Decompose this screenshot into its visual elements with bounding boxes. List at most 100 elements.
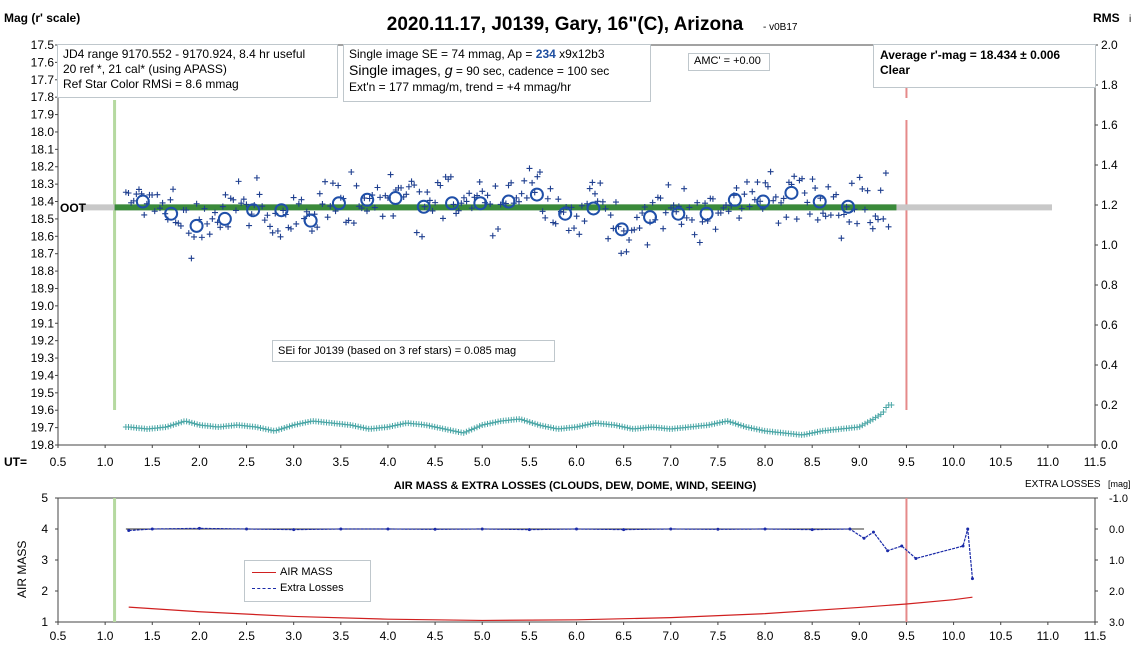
rms-point bbox=[283, 424, 290, 431]
average-marker bbox=[671, 206, 686, 221]
rms-point bbox=[706, 421, 713, 428]
data-point bbox=[799, 175, 806, 182]
x-tick-label: 7.5 bbox=[710, 455, 727, 469]
data-point bbox=[495, 226, 502, 233]
average-marker bbox=[643, 210, 658, 225]
rms-point bbox=[745, 424, 752, 431]
data-point bbox=[335, 182, 342, 189]
x-tick-label: 7.0 bbox=[662, 629, 679, 643]
data-point bbox=[688, 216, 695, 223]
legend-extra-label: Extra Losses bbox=[280, 582, 344, 594]
x-tick-label: 11.0 bbox=[1037, 455, 1060, 469]
data-point bbox=[736, 215, 743, 222]
data-point bbox=[681, 185, 688, 192]
y-tick-label: 17.6 bbox=[31, 55, 55, 69]
data-point bbox=[322, 178, 329, 185]
extra-losses-point bbox=[527, 528, 531, 532]
y-tick-label: 18.1 bbox=[31, 142, 55, 156]
info-left-line-1: JD4 range 9170.552 - 9170.924, 8.4 hr us… bbox=[63, 47, 306, 61]
data-point bbox=[295, 200, 302, 207]
sei-text: SEi for J0139 (based on 3 ref stars) = 0… bbox=[278, 345, 517, 357]
y-tick-label: 19.6 bbox=[31, 403, 55, 417]
x-tick-label: 3.0 bbox=[285, 455, 302, 469]
data-point bbox=[547, 185, 554, 192]
rms-point bbox=[175, 420, 182, 427]
data-point bbox=[437, 182, 444, 189]
data-point bbox=[374, 184, 381, 191]
x-tick-label: 5.0 bbox=[474, 455, 491, 469]
data-point bbox=[264, 212, 271, 219]
info-box-left: JD4 range 9170.552 - 9170.924, 8.4 hr us… bbox=[57, 44, 338, 98]
rms-point bbox=[397, 421, 404, 428]
extra-losses-point bbox=[900, 544, 904, 548]
data-point bbox=[316, 190, 323, 197]
rms-point bbox=[355, 423, 362, 430]
data-point bbox=[432, 199, 439, 206]
data-point bbox=[439, 215, 446, 222]
rms-point bbox=[867, 417, 874, 424]
info-mid-1c: x9x12b3 bbox=[555, 47, 605, 61]
average-marker bbox=[699, 206, 714, 221]
data-point bbox=[573, 213, 580, 220]
rms-point bbox=[466, 427, 473, 434]
y-tick-label: 18.2 bbox=[31, 160, 55, 174]
y2-tick-label: 2.0 bbox=[1101, 38, 1118, 52]
data-point bbox=[662, 209, 669, 216]
data-point bbox=[523, 194, 530, 201]
data-point bbox=[872, 213, 879, 220]
extra-losses-point bbox=[669, 527, 673, 531]
rms-point bbox=[579, 422, 586, 429]
data-point bbox=[424, 189, 431, 196]
data-point bbox=[738, 205, 745, 212]
x-tick-label: 8.0 bbox=[757, 455, 774, 469]
rms-point bbox=[289, 422, 296, 429]
data-point bbox=[877, 187, 884, 194]
y-tick-label: 18.9 bbox=[31, 281, 55, 295]
x-tick-label: 2.5 bbox=[238, 455, 255, 469]
data-point bbox=[154, 191, 161, 198]
rms-point bbox=[883, 404, 890, 411]
data-point bbox=[778, 199, 785, 206]
data-point bbox=[529, 179, 536, 186]
data-point bbox=[319, 201, 326, 208]
rms-point bbox=[262, 426, 269, 433]
rms-point bbox=[162, 424, 169, 431]
data-point bbox=[667, 204, 674, 211]
data-point bbox=[267, 223, 274, 230]
data-point bbox=[468, 205, 475, 212]
data-point bbox=[183, 207, 190, 214]
data-point bbox=[602, 205, 609, 212]
extra-losses-point bbox=[433, 527, 437, 531]
info-mid-1a: Single image SE = 74 mmag, Ap = bbox=[349, 47, 536, 61]
rms-point bbox=[859, 422, 866, 429]
rms-point bbox=[479, 422, 486, 428]
data-point bbox=[460, 194, 467, 201]
data-point bbox=[696, 239, 703, 246]
data-point bbox=[217, 224, 224, 231]
y-tick-label: 17.9 bbox=[31, 108, 55, 122]
extra-losses-point bbox=[848, 527, 852, 531]
data-point bbox=[314, 224, 321, 231]
rms-point bbox=[539, 422, 546, 429]
rms-point bbox=[363, 425, 370, 432]
average-box: Average r'-mag = 18.434 ± 0.006 Clear bbox=[873, 44, 1096, 88]
rms-point bbox=[803, 431, 810, 438]
average-marker bbox=[135, 194, 150, 209]
data-point bbox=[285, 224, 292, 231]
data-point bbox=[240, 196, 247, 203]
rms-point bbox=[434, 424, 441, 431]
rms-point bbox=[711, 420, 718, 427]
rms-point bbox=[624, 424, 631, 431]
data-point bbox=[447, 173, 454, 180]
rms-point bbox=[173, 420, 180, 427]
data-point bbox=[626, 237, 633, 244]
rms-point bbox=[811, 429, 818, 436]
rms-point bbox=[521, 417, 528, 424]
y-tick-label: 19.1 bbox=[31, 316, 55, 330]
upper-plot-area: 17.5 17.6 17.7 17.8 17.9 18.0 18.1 18.2 18.3 18.4… bbox=[31, 38, 1118, 469]
extra-losses-point bbox=[810, 528, 814, 532]
y2-tick-label: 1.0 bbox=[1101, 238, 1118, 252]
rms-point bbox=[167, 422, 174, 429]
average-marker bbox=[360, 192, 375, 207]
